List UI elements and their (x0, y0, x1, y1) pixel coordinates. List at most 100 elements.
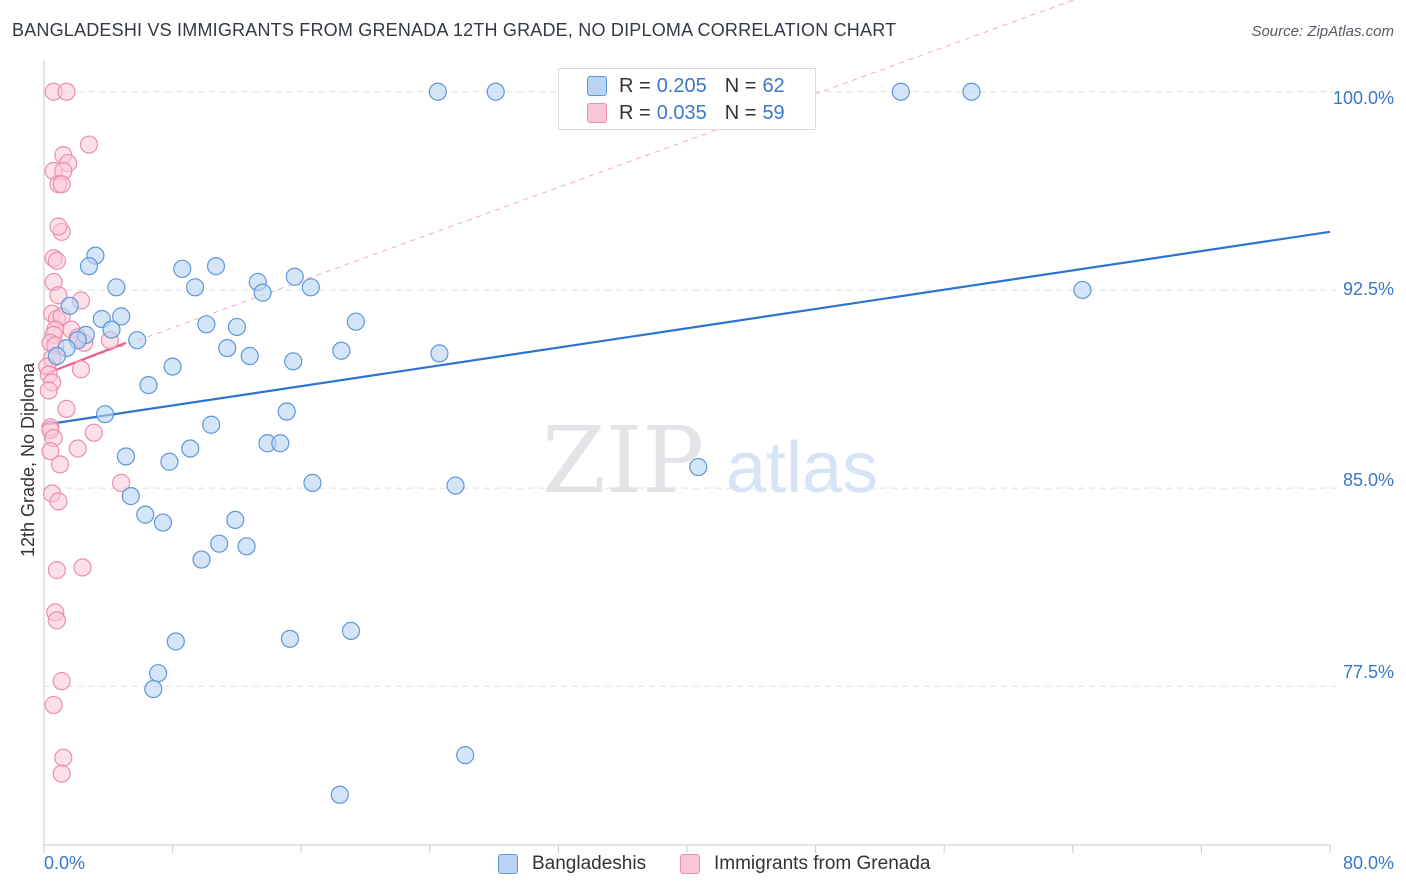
x-tick-label-max: 80.0% (1343, 853, 1394, 873)
y-tick-label: 92.5% (1343, 279, 1394, 299)
bangladeshis-point (341, 621, 361, 641)
bangladeshis-point (102, 320, 121, 339)
bottom-legend-swatch-pink (680, 854, 700, 874)
y-tick-label: 85.0% (1343, 470, 1394, 490)
bangladeshis-point (60, 296, 79, 315)
grenada-trend-extension (43, 0, 1075, 375)
bottom-legend-grenada: Immigrants from Grenada (680, 852, 930, 876)
bangladeshis-point (121, 487, 140, 506)
bangladeshis-point (285, 267, 304, 286)
legend-n-label: N = (724, 74, 757, 97)
legend-row-bangladeshis: R = 0.205 N = 62 (587, 73, 785, 99)
grenada-point (39, 381, 58, 400)
grenada-point (73, 558, 92, 577)
bangladeshis-point (202, 415, 221, 434)
bangladeshis-point (284, 352, 303, 371)
bangladeshis-point (689, 457, 708, 477)
correlation-legend: R = 0.205 N = 62 R = 0.035 N = 59 (558, 68, 816, 130)
bangladeshis-point (144, 679, 163, 699)
bottom-legend-bangladeshis: Bangladeshis (498, 852, 646, 876)
legend-swatch-pink (587, 103, 607, 123)
grenada-point (57, 82, 76, 101)
watermark-zip: ZIP (542, 407, 704, 514)
bangladeshis-point (253, 283, 272, 302)
bangladeshis-point (47, 346, 66, 366)
bangladeshis-point (280, 629, 300, 648)
bangladeshis-point (210, 534, 229, 553)
bangladeshis-point (79, 257, 99, 276)
watermark: ZIP atlas (542, 407, 878, 514)
bangladeshis-point (197, 315, 216, 334)
bangladeshis-point (332, 341, 351, 360)
x-tick-label-min: 0.0% (44, 853, 85, 873)
bottom-legend-swatch-blue (498, 854, 518, 874)
grenada-point (49, 286, 68, 305)
series-grenada-points (38, 82, 131, 783)
bangladeshis-point (446, 476, 465, 495)
grenada-point (44, 695, 63, 715)
bangladeshis-point (428, 82, 447, 101)
bangladeshis-point (271, 434, 290, 453)
grenada-point (84, 423, 103, 442)
bangladeshis-point (891, 82, 910, 101)
legend-n-value: 62 (762, 74, 785, 97)
bangladeshis-point (163, 357, 182, 376)
bangladeshis-trend-line (43, 230, 1331, 426)
grenada-point (49, 492, 68, 511)
chart-title: BANGLADESHI VS IMMIGRANTS FROM GRENADA 1… (12, 20, 897, 40)
bangladeshis-point (186, 278, 205, 297)
bangladeshis-point (303, 473, 322, 492)
grenada-point (50, 455, 70, 474)
bangladeshis-point (237, 537, 256, 556)
grenada-point (47, 251, 66, 270)
grenada-point (57, 399, 76, 418)
labels-layer: 12th Grade, No Diploma 0.0% 80.0% 100.0%… (18, 88, 1394, 873)
bangladeshis-point (218, 338, 237, 358)
grenada-point (41, 442, 60, 461)
bangladeshis-point (430, 344, 449, 363)
grenada-point (47, 611, 66, 630)
y-tick-label: 77.5% (1343, 662, 1394, 682)
y-tick-label: 100.0% (1333, 88, 1394, 108)
bangladeshis-point (181, 439, 200, 458)
grid-layer (44, 91, 1340, 687)
grenada-point (71, 360, 91, 379)
bottom-legend-label: Immigrants from Grenada (714, 853, 931, 874)
y-axis-title: 12th Grade, No Diploma (18, 362, 38, 557)
legend-r-value: 0.035 (656, 101, 707, 124)
bangladeshis-point (330, 785, 349, 804)
legend-r-label: R = (619, 74, 651, 97)
legend-n-value: 59 (762, 101, 785, 124)
bottom-legend-label: Bangladeshis (532, 853, 647, 874)
bangladeshis-point (240, 346, 259, 366)
bangladeshis-point (962, 82, 981, 101)
legend-n-label: N = (724, 101, 757, 124)
watermark-atlas: atlas (726, 428, 878, 508)
bangladeshis-point (95, 405, 115, 424)
legend-swatch-blue (587, 76, 607, 96)
bangladeshis-point (1073, 280, 1092, 300)
bangladeshis-point (139, 376, 158, 395)
bangladeshis-point (277, 402, 296, 421)
bangladeshis-point (107, 278, 126, 297)
grenada-point (52, 672, 71, 691)
bangladeshis-point (149, 664, 168, 683)
bangladeshis-point (206, 257, 226, 276)
bangladeshis-point (226, 510, 245, 529)
grenada-point (68, 439, 87, 458)
trend-layer (43, 0, 1331, 426)
bangladeshis-point (166, 632, 185, 651)
bangladeshis-point (153, 513, 173, 532)
bangladeshis-point (173, 259, 192, 278)
chart-source: Source: ZipAtlas.com (1251, 23, 1394, 40)
grenada-point (112, 473, 131, 492)
grenada-point (52, 175, 71, 194)
bangladeshis-point (227, 317, 246, 337)
bangladeshis-point (128, 331, 147, 350)
bangladeshis-point (192, 550, 211, 569)
legend-row-grenada: R = 0.035 N = 59 (587, 100, 785, 126)
legend-r-value: 0.205 (656, 74, 707, 97)
bangladeshis-point (486, 82, 505, 101)
grenada-point (49, 217, 68, 236)
